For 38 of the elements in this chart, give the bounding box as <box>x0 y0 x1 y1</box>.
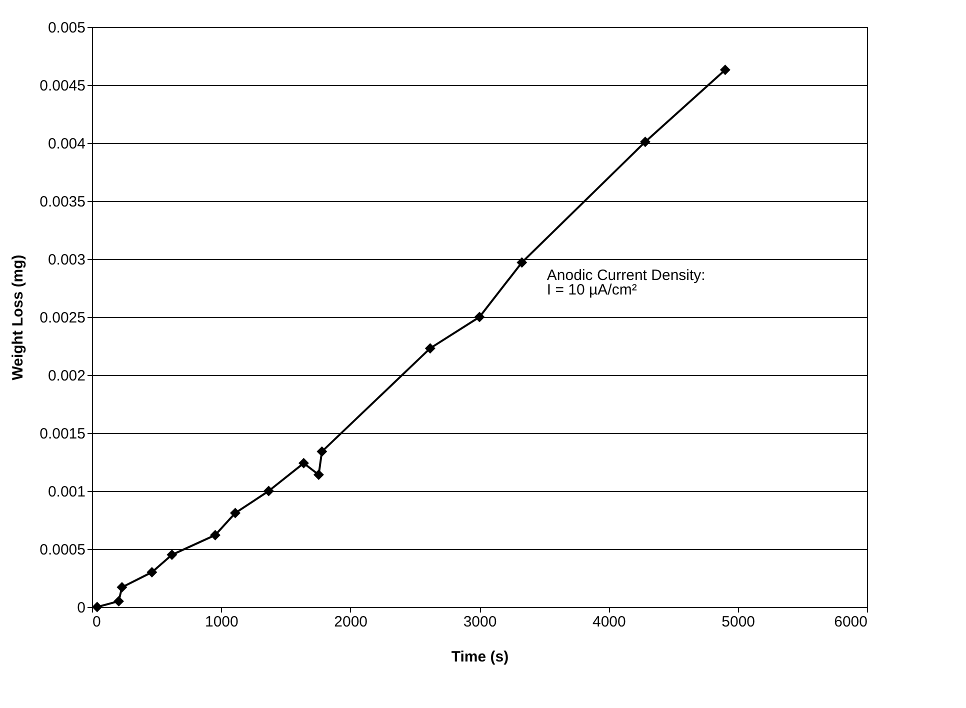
y-tick-label: 0.0045 <box>40 78 86 94</box>
point <box>116 582 128 593</box>
point <box>720 64 730 76</box>
point <box>92 602 102 612</box>
point <box>230 508 240 518</box>
point <box>113 596 124 606</box>
x-tick-label: 3000 <box>463 614 497 630</box>
y-tick-label: 0.001 <box>48 484 86 500</box>
point <box>424 343 436 354</box>
point <box>146 566 158 578</box>
y-tick-label: 0.0005 <box>40 542 86 558</box>
point <box>166 550 178 560</box>
y-axis-title: Weight Loss (mg) <box>10 254 27 380</box>
y-tick-label: 0.0035 <box>40 194 86 210</box>
point <box>516 257 528 268</box>
y-tick-label: 0.004 <box>48 136 86 152</box>
y-tick-label: 0.0015 <box>40 426 86 442</box>
x-tick-label: 4000 <box>592 614 626 630</box>
y-tick-label: 0.005 <box>48 20 86 36</box>
point <box>313 470 324 480</box>
y-tick-label: 0 <box>77 600 86 616</box>
x-tick-label: 6000 <box>834 614 868 630</box>
x-tick-label: 2000 <box>334 614 368 630</box>
point <box>298 458 309 468</box>
point <box>640 136 650 148</box>
x-tick-label: 1000 <box>204 614 238 630</box>
point <box>474 312 485 322</box>
x-tick-label: 0 <box>92 614 101 630</box>
point <box>263 486 274 496</box>
annotation: I = 10 µA/cm² <box>546 281 637 298</box>
point <box>316 446 328 457</box>
annotation: Anodic Current Density: <box>546 266 706 284</box>
y-tick-label: 0.003 <box>48 252 86 268</box>
y-tick-label: 0.0025 <box>40 310 86 326</box>
point <box>210 530 220 540</box>
y-tick-label: 0.002 <box>48 368 86 384</box>
x-tick-label: 5000 <box>722 614 756 630</box>
x-axis-title: Time (s) <box>451 648 509 666</box>
